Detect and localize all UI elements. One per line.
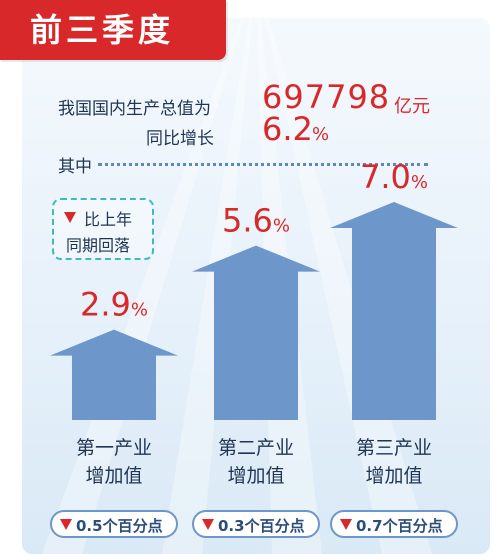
decline-badge-text-2: 0.3个百分点	[218, 517, 305, 535]
gdp-unit: 亿元	[394, 96, 430, 117]
decline-badge-2: 0.3个百分点	[192, 510, 320, 538]
bar-value-label-1: 2.9%	[80, 286, 148, 324]
gdp-label: 我国国内生产总值为	[58, 99, 211, 119]
growth-unit: %	[312, 124, 330, 145]
decline-badge-1: 0.5个百分点	[50, 510, 178, 538]
category-label-1: 第一产业 增加值	[54, 434, 174, 490]
decline-badge-3: 0.7个百分点	[330, 510, 458, 538]
decline-badge-text-1: 0.5个百分点	[76, 517, 163, 535]
gdp-value: 697798	[262, 78, 391, 116]
page-title: 前三季度	[30, 11, 175, 49]
category-label-3-line2: 增加值	[365, 465, 423, 487]
growth-label: 同比增长	[146, 129, 214, 149]
among-label: 其中	[58, 157, 92, 177]
decline-legend-line2: 同期回落	[66, 236, 131, 255]
category-label-1-line1: 第一产业	[75, 437, 152, 459]
down-triangle-icon	[202, 519, 214, 530]
down-triangle-icon	[64, 212, 76, 223]
category-label-1-line2: 增加值	[85, 465, 143, 487]
category-label-2: 第二产业 增加值	[196, 434, 316, 490]
dotted-divider	[98, 163, 428, 166]
bar-arrow-2	[192, 245, 320, 420]
bar-arrow-3	[330, 202, 458, 420]
growth-value: 6.2	[262, 110, 313, 148]
category-label-2-line1: 第二产业	[217, 437, 294, 459]
decline-legend: 比上年 同期回落	[52, 198, 154, 260]
bar-value-label-2: 5.6%	[222, 202, 290, 240]
category-label-3: 第三产业 增加值	[334, 434, 454, 490]
bar-arrow-1	[50, 329, 178, 420]
decline-legend-line1: 比上年	[84, 210, 133, 229]
category-label-3-line1: 第三产业	[355, 437, 432, 459]
down-triangle-icon	[60, 519, 72, 530]
bar-value-label-3: 7.0%	[360, 158, 428, 196]
title-banner: 前三季度	[0, 0, 226, 60]
decline-badge-text-3: 0.7个百分点	[356, 517, 443, 535]
category-label-2-line2: 增加值	[227, 465, 285, 487]
down-triangle-icon	[340, 519, 352, 530]
